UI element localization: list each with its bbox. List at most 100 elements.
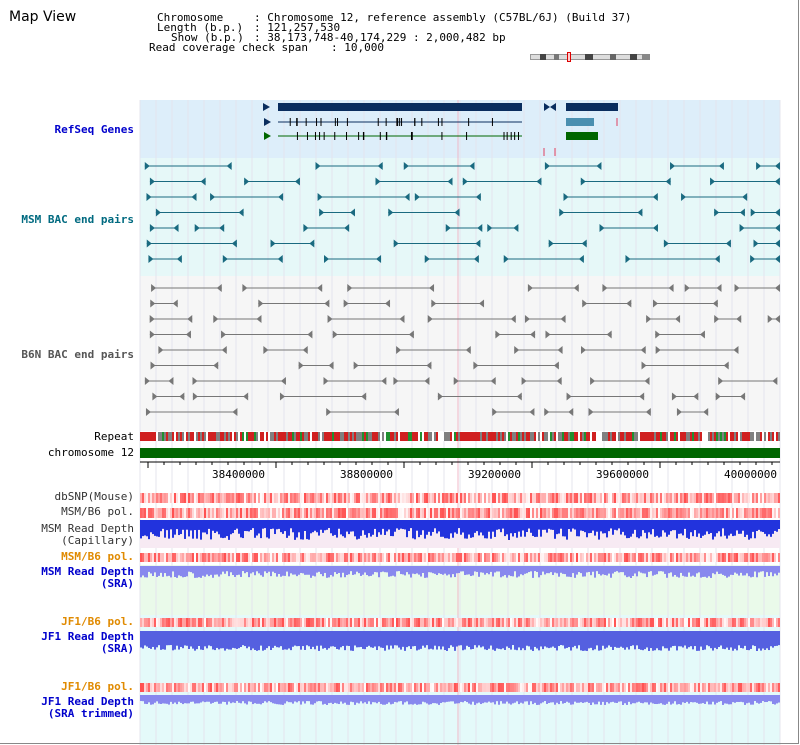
read-depth-bar: [466, 631, 468, 646]
polymorphism-mark: [202, 618, 204, 627]
read-depth-bar: [474, 566, 476, 572]
read-depth-bar: [310, 520, 312, 534]
read-depth-bar: [700, 566, 702, 578]
track-label-jf1-b6-pol-2[interactable]: JF1/B6 pol.: [61, 680, 134, 693]
read-depth-bar: [490, 520, 492, 539]
polymorphism-mark: [264, 553, 266, 562]
repeat-mark: [326, 432, 328, 441]
track-label-msm-depth-cap-1[interactable]: MSM Read Depth: [41, 522, 134, 535]
read-depth-bar: [346, 566, 348, 576]
read-depth-bar: [300, 520, 302, 540]
polymorphism-mark: [588, 553, 590, 562]
read-depth-bar: [240, 566, 242, 577]
show-value: : 38,173,748-40,174,229 : 2,000,482 bp: [254, 31, 506, 44]
polymorphism-mark: [370, 493, 372, 503]
polymorphism-mark: [696, 618, 698, 627]
read-depth-bar: [660, 566, 662, 572]
read-depth-bar: [268, 566, 270, 572]
polymorphism-mark: [352, 683, 354, 692]
read-depth-bar: [142, 566, 144, 576]
polymorphism-mark: [436, 508, 438, 518]
polymorphism-mark: [420, 618, 422, 627]
read-depth-bar: [476, 566, 478, 572]
polymorphism-mark: [348, 553, 350, 562]
polymorphism-mark: [186, 508, 188, 518]
polymorphism-mark: [254, 553, 256, 562]
read-depth-bar: [400, 631, 402, 650]
read-depth-bar: [686, 631, 688, 649]
polymorphism-mark: [202, 493, 204, 503]
read-depth-bar: [724, 695, 726, 704]
read-depth-bar: [270, 520, 272, 530]
read-depth-bar: [726, 631, 728, 648]
bac-end-marker: [221, 330, 227, 339]
track-label-msm-b6-pol-2[interactable]: MSM/B6 pol.: [61, 550, 134, 563]
read-depth-bar: [508, 631, 510, 648]
track-label-msm-b6-pol-1[interactable]: MSM/B6 pol.: [61, 505, 134, 518]
read-depth-bar: [672, 695, 674, 704]
polymorphism-mark: [772, 493, 774, 503]
polymorphism-mark: [740, 493, 742, 503]
chromosome-ideogram[interactable]: [530, 52, 650, 62]
polymorphism-mark: [280, 508, 282, 518]
track-label-b6n-bac[interactable]: B6N BAC end pairs: [21, 348, 134, 361]
polymorphism-mark: [748, 508, 750, 518]
read-depth-bar: [210, 695, 212, 704]
bac-end-marker: [668, 284, 674, 292]
polymorphism-mark: [144, 553, 146, 562]
polymorphism-mark: [532, 508, 534, 518]
polymorphism-mark: [462, 618, 464, 627]
polymorphism-mark: [164, 618, 166, 627]
polymorphism-mark: [232, 618, 234, 627]
read-depth-bar: [366, 566, 368, 576]
read-depth-bar: [246, 566, 248, 573]
track-label-jf1-depth-sra-1[interactable]: JF1 Read Depth: [41, 630, 134, 643]
track-label-jf1-b6-pol-1[interactable]: JF1/B6 pol.: [61, 615, 134, 628]
polymorphism-mark: [186, 683, 188, 692]
read-depth-bar: [486, 566, 488, 574]
polymorphism-mark: [242, 618, 244, 627]
polymorphism-mark: [336, 553, 338, 562]
read-depth-bar: [370, 631, 372, 648]
track-label-msm-depth-sra-1[interactable]: MSM Read Depth: [41, 565, 134, 578]
polymorphism-mark: [496, 618, 498, 627]
polymorphism-mark: [390, 493, 392, 503]
read-depth-bar: [752, 695, 754, 705]
polymorphism-mark: [466, 493, 468, 503]
polymorphism-mark: [514, 493, 516, 503]
track-label-refseq[interactable]: RefSeq Genes: [54, 123, 134, 136]
polymorphism-mark: [520, 553, 522, 562]
read-depth-bar: [626, 566, 628, 578]
polymorphism-mark: [744, 553, 746, 562]
polymorphism-mark: [664, 553, 666, 562]
track-label-jf1-depth-trim-1[interactable]: JF1 Read Depth: [41, 695, 134, 708]
read-depth-bar: [578, 695, 580, 703]
polymorphism-mark: [490, 683, 492, 692]
track-label-msm-bac[interactable]: MSM BAC end pairs: [21, 213, 134, 226]
read-depth-bar: [476, 520, 478, 532]
bac-end-marker: [404, 193, 410, 201]
read-depth-bar: [542, 695, 544, 703]
polymorphism-mark: [368, 493, 370, 503]
ideogram-view-marker[interactable]: [567, 52, 571, 62]
read-depth-bar: [478, 566, 480, 577]
polymorphism-mark: [712, 683, 714, 692]
polymorphism-mark: [286, 493, 288, 503]
read-depth-bar: [146, 695, 148, 705]
polymorphism-mark: [666, 493, 668, 503]
polymorphism-mark: [390, 618, 392, 627]
repeat-mark: [742, 432, 744, 441]
polymorphism-mark: [674, 508, 676, 518]
track-label-dbsnp[interactable]: dbSNP(Mouse): [54, 490, 134, 503]
polymorphism-mark: [250, 493, 252, 503]
read-depth-bar: [312, 695, 314, 705]
bac-end-marker: [736, 315, 742, 323]
read-depth-bar: [594, 631, 596, 650]
read-depth-bar: [254, 520, 256, 538]
bac-end-marker: [149, 177, 155, 186]
polymorphism-mark: [596, 508, 598, 518]
read-depth-bar: [610, 566, 612, 578]
bac-end-marker: [582, 299, 588, 308]
polymorphism-mark: [348, 508, 350, 518]
